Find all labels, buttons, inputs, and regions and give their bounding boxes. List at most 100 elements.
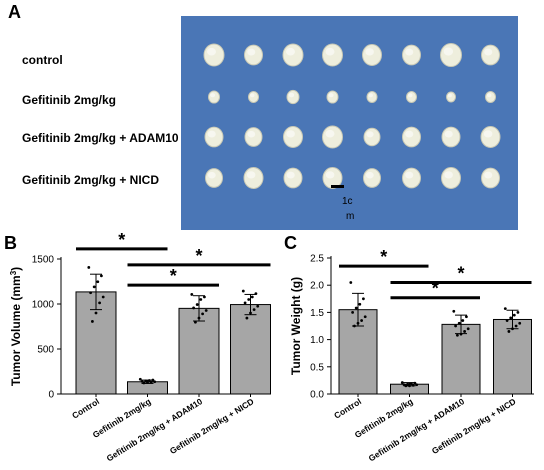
- y-tick-label: 1500: [32, 255, 55, 266]
- data-point: [144, 379, 148, 383]
- y-tick-label: 0.5: [310, 362, 324, 373]
- data-point: [511, 327, 514, 331]
- tumor-highlight: [405, 130, 414, 138]
- group-label-control: control: [22, 53, 63, 67]
- data-point: [362, 297, 365, 301]
- data-point: [463, 330, 466, 333]
- data-point: [100, 274, 103, 278]
- panel-letter: C: [284, 233, 297, 253]
- significance-star: *: [118, 232, 125, 250]
- bar: [230, 304, 271, 395]
- data-point: [363, 315, 367, 319]
- data-point: [503, 307, 507, 310]
- data-point: [406, 382, 410, 386]
- data-point: [408, 384, 411, 388]
- group-label-gefitinib-adam10: Gefitinib 2mg/kg + ADAM10: [22, 131, 179, 145]
- data-point: [514, 324, 518, 328]
- data-point: [147, 379, 151, 382]
- tumor-highlight: [325, 171, 335, 179]
- tumor-highlight: [368, 93, 373, 98]
- data-point: [409, 382, 413, 386]
- tumor: [402, 126, 421, 148]
- data-point: [190, 293, 194, 296]
- tumor-highlight: [286, 171, 295, 179]
- significance-star: *: [195, 246, 202, 266]
- tumor-highlight: [405, 171, 414, 179]
- data-point: [249, 311, 252, 315]
- tumor-highlight: [366, 171, 374, 179]
- tumor: [402, 167, 421, 189]
- data-point: [201, 312, 205, 316]
- data-point: [241, 289, 245, 293]
- y-axis-label: Tumor Volume (mm3): [9, 267, 24, 386]
- data-point: [461, 319, 465, 322]
- tumor: [406, 91, 417, 103]
- tumor-highlight: [365, 48, 374, 56]
- data-point: [351, 311, 354, 314]
- tumor: [208, 90, 220, 104]
- panel-a-letter: A: [8, 2, 21, 22]
- scale-bar: [331, 185, 344, 188]
- data-point: [505, 319, 509, 322]
- tumor-highlight: [444, 171, 453, 179]
- data-point: [404, 384, 408, 388]
- y-tick-label: 1.5: [310, 308, 324, 319]
- data-point: [507, 330, 511, 333]
- bar: [178, 307, 220, 395]
- data-point: [149, 380, 153, 384]
- data-point: [466, 327, 470, 331]
- tumor: [481, 44, 500, 66]
- significance-star: *: [170, 266, 177, 286]
- data-point: [512, 313, 516, 317]
- tumor: [204, 126, 224, 148]
- tumor-highlight: [444, 130, 453, 138]
- data-point: [146, 381, 149, 385]
- significance-star: *: [432, 279, 439, 299]
- tumor-highlight: [208, 171, 216, 179]
- tumor-highlight: [286, 47, 295, 56]
- tumor-photo: 1c m: [181, 16, 518, 230]
- tumor: [244, 127, 263, 147]
- tumor-highlight: [325, 129, 335, 138]
- tumor-highlight: [483, 130, 493, 138]
- data-point: [456, 333, 459, 337]
- tumor: [481, 167, 500, 189]
- data-point: [138, 377, 142, 381]
- data-point: [194, 320, 197, 324]
- tumor-highlight: [246, 171, 256, 179]
- tumor: [322, 43, 343, 67]
- data-point: [204, 309, 208, 312]
- data-point: [411, 383, 415, 387]
- data-point: [153, 380, 157, 384]
- data-point: [87, 266, 91, 269]
- tumor: [363, 127, 381, 147]
- bar: [493, 318, 532, 395]
- tumor: [244, 44, 263, 66]
- tumor: [322, 125, 343, 149]
- tumor: [286, 89, 300, 105]
- x-tick-label: Control: [70, 396, 101, 420]
- y-tick-label: 1000: [32, 300, 55, 311]
- tumor: [363, 168, 381, 188]
- tumor: [402, 44, 421, 66]
- tumor: [282, 43, 304, 67]
- data-point: [356, 321, 360, 325]
- x-tick-label: Gefitinib 2mg/kg + NICD: [430, 396, 518, 456]
- data-point: [140, 379, 144, 383]
- y-tick-label: 0.0: [310, 390, 324, 401]
- tumor-highlight: [484, 171, 493, 179]
- data-point: [349, 281, 353, 284]
- y-tick-label: 1.0: [310, 335, 324, 346]
- data-point: [89, 291, 92, 295]
- significance-star: *: [380, 247, 387, 267]
- tumor-highlight: [288, 92, 295, 98]
- tumor: [485, 91, 496, 103]
- tumor: [203, 43, 225, 67]
- data-point: [454, 324, 457, 328]
- data-point: [250, 295, 254, 299]
- data-point: [243, 301, 247, 305]
- data-point: [245, 316, 249, 320]
- data-point: [91, 320, 94, 323]
- data-point: [203, 295, 206, 299]
